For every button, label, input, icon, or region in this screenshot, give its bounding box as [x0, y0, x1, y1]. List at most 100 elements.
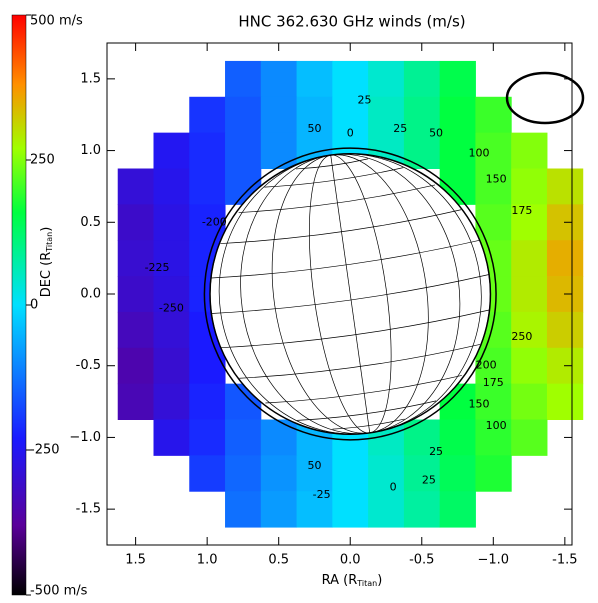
cell	[475, 419, 512, 456]
cell	[475, 383, 512, 420]
x-axis-label: RA (RTitan)	[322, 573, 383, 588]
cell	[368, 491, 405, 528]
cell	[332, 491, 369, 528]
chart-title: HNC 362.630 GHz winds (m/s)	[238, 13, 465, 31]
contour-label: 175	[511, 204, 532, 217]
contour-label: 50	[307, 459, 321, 472]
cell	[332, 60, 369, 98]
contour-label: 250	[511, 330, 532, 343]
cell	[117, 204, 154, 241]
y-label-sub: Titan	[45, 232, 54, 253]
cell	[296, 96, 333, 134]
heatmap	[117, 60, 584, 528]
contour-label: 0	[390, 481, 397, 494]
beam	[505, 71, 585, 125]
contour-label: -200	[202, 215, 227, 228]
cell	[260, 132, 298, 169]
contour-label: 100	[469, 146, 490, 159]
y-tick-label: −1.0	[69, 430, 101, 445]
cell	[403, 419, 441, 456]
cell	[153, 132, 190, 169]
cell	[368, 60, 405, 98]
contour-label: 25	[358, 93, 372, 106]
cell	[475, 96, 512, 134]
cell	[296, 491, 333, 528]
cell	[153, 383, 190, 420]
cell	[117, 311, 154, 349]
cell	[403, 491, 441, 528]
contour-label: -250	[159, 301, 184, 314]
cell	[296, 455, 333, 492]
contour-label: 200	[476, 359, 497, 372]
overlay: 1.5 1.0 0.5 0.0 -0.5 −1.0 -1.5 1.5 1.0 0.5 0.0 -0.5…	[69, 42, 578, 568]
x-tick-label: 1.0	[197, 553, 218, 568]
contour-label: 25	[393, 122, 407, 135]
cell	[403, 455, 441, 492]
cell	[189, 455, 226, 492]
cell	[511, 419, 548, 456]
colorbar-label: 500 m/s	[30, 14, 83, 29]
contour-label: 150	[486, 172, 507, 185]
cell	[403, 132, 441, 169]
y-tick-label: 0.0	[80, 287, 101, 302]
cell	[189, 168, 226, 205]
x-tick-label: 1.5	[125, 553, 146, 568]
contour-label: 150	[469, 397, 490, 410]
contour-label: -25	[313, 488, 331, 501]
cell	[475, 347, 512, 385]
cell	[153, 204, 190, 241]
cell	[511, 383, 548, 420]
contour-label: 175	[483, 376, 504, 389]
cell	[546, 240, 584, 277]
x-tick-label: 0.5	[268, 553, 289, 568]
cell	[368, 96, 405, 134]
cell	[189, 132, 226, 169]
cell	[117, 347, 154, 385]
colorbar-label: 0	[30, 298, 38, 313]
cell	[475, 132, 512, 169]
cell	[296, 60, 333, 98]
cell	[153, 276, 190, 313]
cell	[153, 240, 190, 277]
x-tick-label: 0.0	[340, 553, 361, 568]
cell	[511, 347, 548, 385]
contour-label: 100	[486, 419, 507, 432]
y-label-part: )	[39, 227, 54, 232]
cell	[546, 168, 584, 205]
colorbar-label: -500 m/s	[30, 584, 88, 599]
parallel	[264, 167, 404, 188]
parallel	[239, 344, 481, 379]
contour-label: -225	[145, 261, 170, 274]
cell	[260, 60, 298, 98]
cell	[225, 60, 262, 98]
cell	[153, 311, 190, 349]
y-tick-label: 1.5	[80, 71, 101, 86]
contour-label: 50	[307, 122, 321, 135]
cell	[225, 96, 262, 134]
x-tick-label: -1.5	[552, 553, 577, 568]
cell	[439, 132, 476, 169]
y-tick-label: -0.5	[76, 358, 101, 373]
cell	[225, 419, 262, 456]
y-tick-label: -1.5	[76, 502, 101, 517]
globe	[203, 147, 497, 441]
x-tick-label: -0.5	[409, 553, 434, 568]
y-axis-label: DEC (RTitan)	[39, 227, 54, 298]
cell	[117, 168, 154, 205]
cell	[439, 419, 476, 456]
y-tick-label: 0.5	[80, 215, 101, 230]
parallel	[295, 158, 368, 170]
parallel	[220, 309, 490, 349]
cell	[189, 383, 226, 420]
cell	[332, 455, 369, 492]
cell	[260, 419, 298, 456]
graticule	[209, 153, 491, 435]
parallel	[211, 239, 480, 279]
cell	[368, 455, 405, 492]
x-label-part: )	[377, 573, 382, 588]
cell	[511, 132, 548, 169]
cell	[153, 419, 190, 456]
cell	[225, 455, 262, 492]
cell	[439, 60, 476, 98]
